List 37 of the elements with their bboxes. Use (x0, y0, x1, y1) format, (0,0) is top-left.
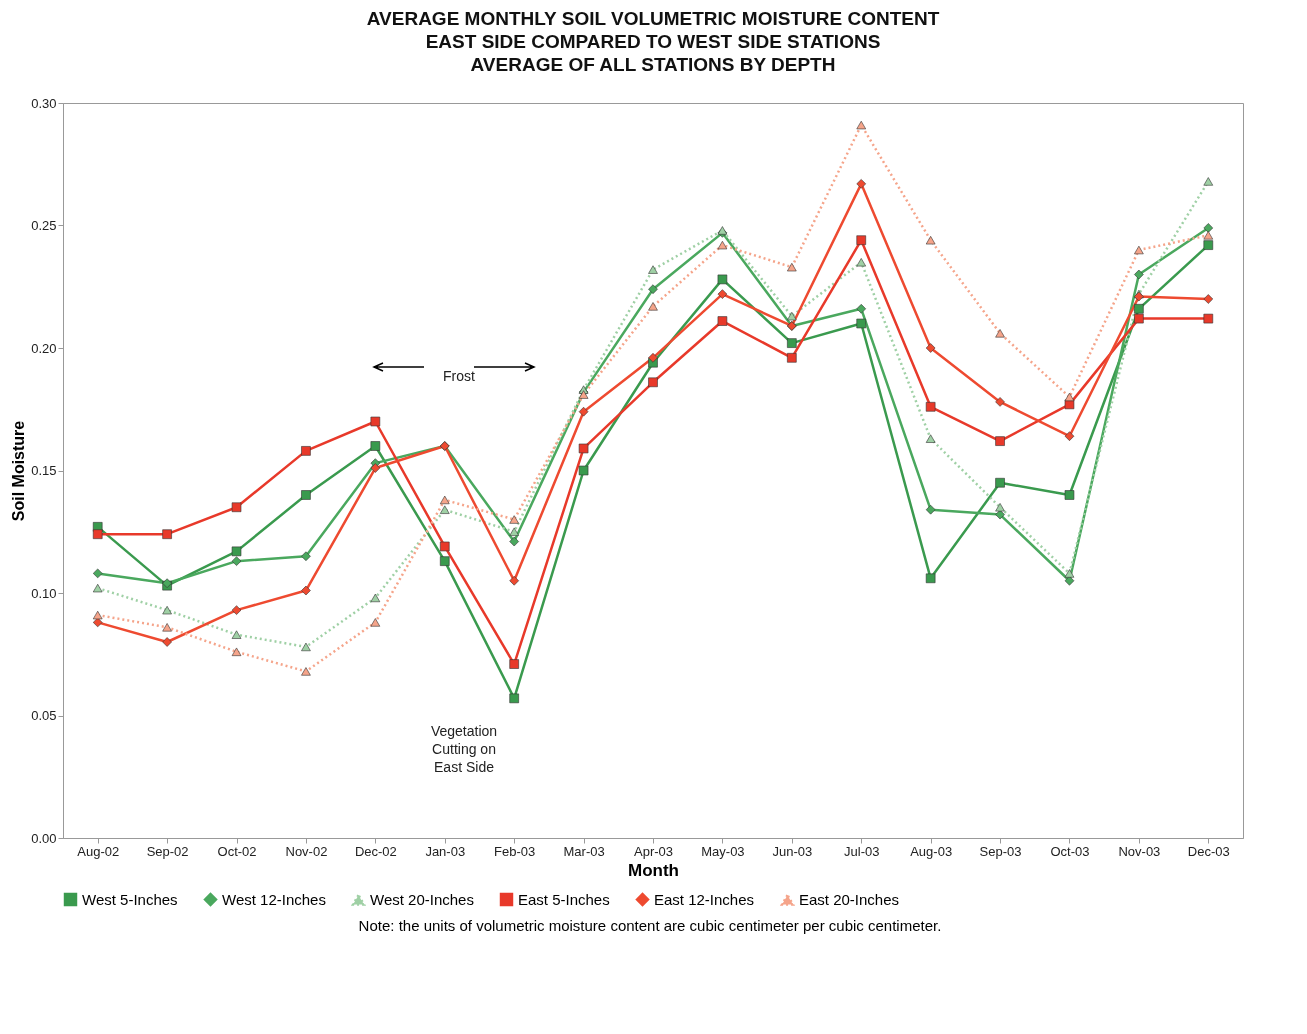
x-tick-label: Oct-02 (217, 843, 257, 859)
x-tick-label: Jan-03 (425, 843, 466, 859)
y-tick-label: 0.25 (31, 218, 57, 233)
y-tick-label: 0.30 (31, 95, 57, 111)
y-tick-label: 0.10 (31, 585, 57, 601)
x-tick-label: Sep-03 (979, 843, 1022, 859)
y-tick-label: 0.05 (31, 708, 57, 723)
x-tick-label: Mar-03 (563, 843, 605, 859)
x-tick-label: Feb-03 (494, 843, 536, 859)
x-tick-label: Jun-03 (772, 843, 813, 859)
x-tick-label: Dec-03 (1187, 843, 1230, 859)
x-tick-label: Aug-02 (77, 843, 120, 859)
x-tick-label: Dec-02 (354, 843, 397, 859)
y-tick-label: 0.00 (31, 830, 57, 846)
annotation: Frost (443, 368, 476, 384)
legend-label: West 5-Inches (82, 890, 178, 908)
x-tick-label: Aug-03 (910, 843, 953, 859)
x-tick-label: Nov-03 (1118, 843, 1161, 859)
y-tick-label: 0.15 (31, 463, 57, 478)
x-tick-label: Nov-02 (285, 843, 328, 859)
chart-subtitle: EAST SIDE COMPARED TO WEST SIDE STATIONS AVERAGE OF ALL STATIONS BY DEPTH (425, 31, 881, 75)
x-tick-label: Sep-02 (146, 843, 189, 859)
legend-label: East 12-Inches (654, 890, 755, 908)
legend-label: West 20-Inches (370, 890, 474, 908)
legend-label: East 5-Inches (518, 890, 610, 908)
x-axis-title: Month (628, 860, 679, 880)
legend-label: West 12-Inches (222, 890, 326, 908)
annotation: Vegetation Cutting on East Side (430, 723, 498, 775)
legend-label: East 20-Inches (799, 890, 900, 908)
x-tick-label: Oct-03 (1050, 843, 1090, 859)
chart-title: AVERAGE MONTHLY SOIL VOLUMETRIC MOISTURE CONTENT (366, 8, 940, 29)
x-tick-label: May-03 (701, 843, 745, 859)
y-axis-title: Soil Moisture (10, 420, 28, 522)
text: Note: the units of volumetric moisture content are cubic centimeter per cubic centimeter. (357, 917, 943, 934)
x-tick-label: Apr-03 (633, 843, 674, 859)
x-tick-label: Jul-03 (844, 843, 880, 859)
y-tick-label: 0.20 (31, 340, 57, 356)
